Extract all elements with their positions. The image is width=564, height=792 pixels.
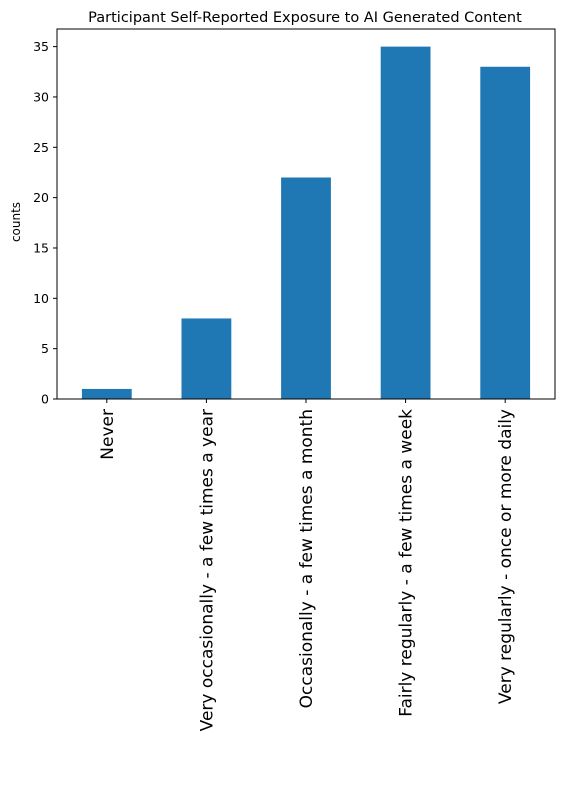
y-tick-label-0: 0 [41,392,49,407]
x-tick-label-4: Very regularly - once or more daily [496,409,516,704]
chart-title: Participant Self-Reported Exposure to AI… [88,10,522,26]
bar-3 [380,46,431,399]
x-tick-label-1: Very occasionally - a few times a year [197,409,217,731]
y-tick-label-3: 15 [33,240,49,255]
y-axis-label: counts [9,202,23,242]
x-tick-label-2: Occasionally - a few times a month [297,409,317,708]
x-tick-label-0: Never [98,409,118,460]
y-tick-label-5: 25 [33,140,49,155]
bar-2 [281,177,331,399]
x-tick-label-3: Fairly regularly - a few times a week [397,409,417,717]
y-tick-label-4: 20 [33,190,49,205]
bar-4 [480,66,531,400]
bar-1 [181,318,232,399]
y-tick-label-1: 5 [41,341,49,356]
plot-area-frame [56,28,556,400]
y-axis-ticks: 0 5 10 15 20 25 30 35 [33,39,57,407]
y-tick-label-6: 30 [33,89,49,104]
x-axis-ticks: Never Very occasionally - a few times a y… [98,399,516,731]
bar-0 [81,388,132,399]
y-tick-label-2: 10 [33,291,49,306]
bars-group [81,46,531,400]
y-tick-label-7: 35 [33,39,49,54]
